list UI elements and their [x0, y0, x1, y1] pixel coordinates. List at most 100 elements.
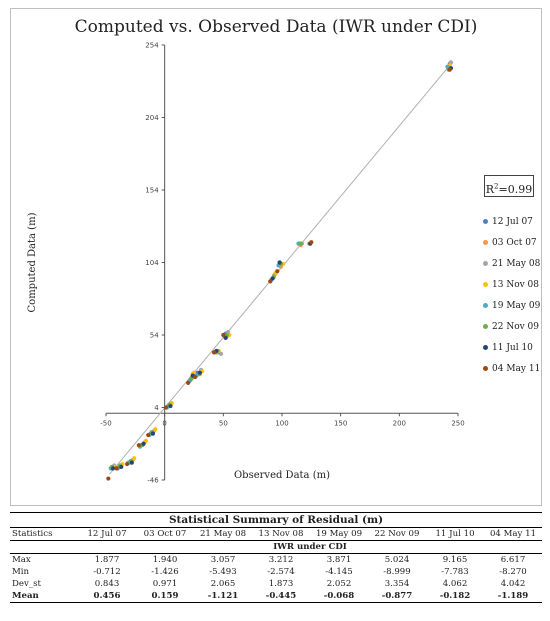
column-header: 12 Jul 07: [78, 527, 136, 541]
table-cell: -5.493: [209, 567, 237, 577]
data-point: [141, 441, 146, 446]
x-tick-label: 0: [162, 419, 166, 427]
table-cell: -0.068: [310, 590, 368, 603]
data-point: [129, 460, 134, 465]
y-tick-label: 104: [145, 259, 159, 267]
data-point: [119, 464, 124, 470]
data-point: [136, 443, 141, 448]
legend-label: 19 May 09: [492, 300, 541, 311]
table-cell: -0.877: [368, 590, 426, 603]
column-header: 22 Nov 09: [368, 527, 426, 541]
legend-item: 03 Oct 07: [483, 232, 540, 253]
table-cell: -0.445: [252, 590, 310, 603]
data-point: [163, 405, 168, 410]
y-tick-label: 254: [145, 42, 159, 50]
legend-item: 12 Jul 07: [483, 211, 540, 232]
y-axis-label: Computed Data (m): [27, 212, 38, 312]
column-header: 19 May 09: [310, 527, 368, 541]
data-point: [143, 438, 148, 443]
table-cell: 1.873: [268, 579, 294, 589]
table-row: Mean 0.456 0.159 -1.121 -0.445 -0.068 -0.877 -0…: [10, 590, 543, 603]
data-point: [218, 351, 224, 356]
chart-frame: Computed vs. Observed Data (IWR under CD…: [10, 8, 542, 506]
legend-item: 04 May 11: [483, 358, 540, 379]
table-cell: 4.042: [500, 579, 526, 589]
table-header-row: Statistics 12 Jul 07 03 Oct 07 21 May 08 13 …: [10, 527, 543, 541]
data-point: [223, 335, 228, 340]
x-tick-label: -50: [100, 419, 111, 427]
legend-label: 03 Oct 07: [492, 237, 537, 248]
y-tick-label: -46: [147, 477, 159, 485]
x-tick-label: 250: [451, 419, 464, 427]
table-cell: 0.843: [94, 579, 120, 589]
column-header: 04 May 11: [484, 527, 543, 541]
data-point: [268, 279, 273, 284]
data-point: [150, 431, 156, 436]
group-label: IWR under CDI: [78, 540, 543, 554]
table-cell: -1.426: [151, 567, 179, 577]
legend-item: 21 May 08: [483, 253, 540, 274]
r-squared-text: R2=0.99: [485, 182, 533, 196]
table-cell: 2.052: [326, 579, 352, 589]
table-cell: -7.783: [441, 567, 469, 577]
table-cell: -8.270: [499, 567, 527, 577]
table-cell: 5.024: [384, 555, 410, 565]
data-point: [132, 456, 137, 461]
row-label: Max: [12, 555, 31, 565]
row-label: Min: [12, 567, 30, 577]
table-row: Max 1.877 1.940 3.057 3.212 3.871 5.024 9.165 6.…: [10, 554, 542, 567]
y-tick-label: 4: [154, 404, 159, 412]
data-point: [277, 260, 282, 265]
y-tick-label: 154: [145, 187, 159, 195]
legend-label: 13 Nov 08: [492, 279, 540, 290]
data-point: [193, 374, 198, 380]
table-cell: 9.165: [442, 555, 468, 565]
legend-label: 12 Jul 07: [492, 216, 533, 227]
scatter-chart: Computed vs. Observed Data (IWR under CD…: [27, 17, 477, 485]
table-cell: 3.871: [326, 555, 352, 565]
table-cell: 1.940: [152, 555, 178, 565]
legend-label: 11 Jul 10: [492, 342, 533, 353]
legend-swatch: [483, 219, 488, 224]
data-point: [153, 427, 158, 432]
data-point: [270, 276, 275, 281]
legend-swatch: [483, 345, 488, 350]
table-cell: -8.999: [383, 567, 411, 577]
legend-item: 22 Nov 09: [483, 316, 540, 337]
table-cell: 6.617: [500, 555, 526, 565]
y-tick-label: 54: [150, 332, 159, 340]
table-cell: 4.062: [442, 579, 468, 589]
table-cell: -4.145: [325, 567, 353, 577]
table-corner-label: Statistics: [10, 527, 78, 541]
column-header: 03 Oct 07: [136, 527, 194, 541]
group-spacer: [10, 540, 78, 554]
data-point: [221, 332, 226, 338]
data-point: [197, 370, 202, 375]
table-cell: 0.159: [136, 590, 194, 603]
column-header: 11 Jul 10: [426, 527, 484, 541]
data-point: [447, 67, 452, 72]
data-point: [211, 350, 217, 355]
data-point: [275, 269, 280, 274]
table-cell: 2.065: [210, 579, 236, 589]
data-point: [298, 241, 303, 246]
data-point: [114, 466, 119, 471]
table-cell: -1.189: [484, 590, 543, 603]
y-tick-label: 204: [145, 114, 159, 122]
legend-label: 04 May 11: [492, 363, 541, 374]
legend-swatch: [483, 240, 488, 245]
chart-legend: 12 Jul 07 03 Oct 07 21 May 08 13 Nov 08 19 M…: [483, 211, 540, 379]
x-axis-label: Observed Data (m): [234, 470, 330, 481]
table-cell: 3.057: [210, 555, 236, 565]
row-label: Mean: [10, 590, 78, 603]
table-cell: -0.182: [426, 590, 484, 603]
r-squared-label: R2=0.99: [484, 175, 534, 197]
data-point: [168, 403, 173, 409]
x-tick-label: 200: [393, 419, 406, 427]
table-cell: 1.877: [94, 555, 120, 565]
row-label: Dev_st: [12, 579, 41, 589]
table-caption: Statistical Summary of Residual (m): [10, 512, 543, 528]
x-tick-label: 50: [219, 419, 228, 427]
legend-swatch: [483, 324, 488, 329]
legend-item: 11 Jul 10: [483, 337, 540, 358]
